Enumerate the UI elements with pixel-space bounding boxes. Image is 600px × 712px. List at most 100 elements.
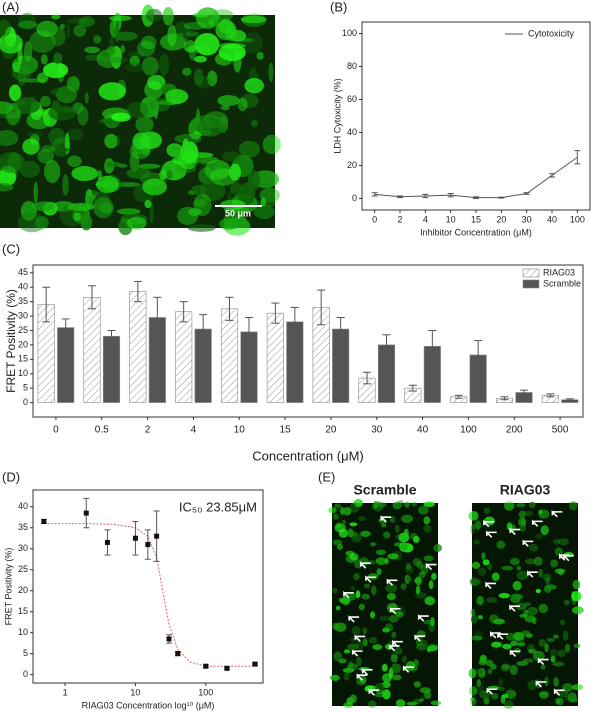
cell xyxy=(491,572,500,581)
x-axis-title: Concentration (μM) xyxy=(252,448,364,463)
cell xyxy=(114,19,120,43)
cell xyxy=(220,104,230,111)
cell xyxy=(93,197,114,219)
cell xyxy=(524,558,537,565)
cell xyxy=(544,676,549,687)
cell xyxy=(493,618,505,625)
bar xyxy=(102,335,121,403)
y-tick-label: 60 xyxy=(347,94,357,104)
cell xyxy=(520,518,526,526)
cell xyxy=(512,580,522,591)
cell xyxy=(80,214,93,231)
cell xyxy=(552,661,565,667)
cell xyxy=(33,181,38,204)
cell xyxy=(96,175,120,194)
cell xyxy=(145,8,163,23)
micrograph xyxy=(0,4,281,236)
panel-label: (D) xyxy=(2,469,20,484)
cell xyxy=(412,558,422,567)
bar xyxy=(175,311,193,403)
y-tick-label: 20 xyxy=(18,339,28,349)
cell xyxy=(343,671,350,681)
cell xyxy=(398,532,410,543)
y-tick-label: 15 xyxy=(18,354,28,364)
cell xyxy=(124,62,146,73)
cell xyxy=(84,46,100,54)
arrow xyxy=(414,634,426,642)
cell xyxy=(73,24,87,37)
y-tick-label: 10 xyxy=(18,627,28,637)
arrow xyxy=(531,519,543,527)
cell xyxy=(516,603,526,610)
cell xyxy=(571,684,584,691)
x-tick-label: 100 xyxy=(570,214,585,224)
cell xyxy=(413,681,421,688)
error-bar xyxy=(498,196,505,199)
arrow xyxy=(351,649,363,657)
arrow xyxy=(348,615,360,623)
error-bar xyxy=(523,192,530,195)
cell xyxy=(48,105,76,121)
cell xyxy=(378,517,387,524)
cell xyxy=(26,111,52,130)
cell xyxy=(251,119,258,128)
error-bar xyxy=(397,195,403,199)
cell xyxy=(491,641,502,648)
x-tick-label: 40 xyxy=(547,214,557,224)
cell xyxy=(13,97,40,115)
x-tick-label: 15 xyxy=(471,214,481,224)
cell xyxy=(120,44,126,54)
y-tick-label: 35 xyxy=(18,522,28,532)
cell xyxy=(98,82,126,101)
legend-label: Scramble xyxy=(543,278,581,288)
cell xyxy=(559,619,565,626)
cell xyxy=(193,55,207,63)
cell xyxy=(418,571,426,579)
cell xyxy=(502,693,509,699)
cell xyxy=(478,659,487,666)
arrow xyxy=(368,688,380,696)
bar xyxy=(220,308,239,403)
cell xyxy=(371,585,377,596)
cell xyxy=(524,510,533,517)
cell xyxy=(558,538,569,546)
cell xyxy=(0,33,23,54)
cell xyxy=(384,623,394,632)
cell xyxy=(501,565,514,571)
cell xyxy=(382,689,391,700)
y-tick-label: 25 xyxy=(18,325,28,335)
x-tick-label: 100 xyxy=(460,425,477,436)
cell xyxy=(185,31,200,37)
error-bar xyxy=(88,285,96,310)
cell xyxy=(0,168,17,187)
cell xyxy=(350,533,362,543)
cell xyxy=(347,661,354,671)
x-tick-label: 2 xyxy=(397,214,402,224)
arrow xyxy=(392,639,403,648)
cell xyxy=(336,544,344,550)
cell xyxy=(333,651,343,662)
cell xyxy=(165,89,189,104)
cell xyxy=(405,563,412,571)
cell xyxy=(497,686,505,691)
cell xyxy=(150,97,171,112)
x-tick-label: 2 xyxy=(145,425,151,436)
error-bar xyxy=(153,296,162,339)
error-bar xyxy=(428,329,437,363)
cell xyxy=(516,565,522,571)
cell xyxy=(0,165,18,184)
cell xyxy=(355,657,362,666)
cell xyxy=(573,643,581,649)
cell xyxy=(538,568,543,578)
cell xyxy=(349,522,358,527)
cell xyxy=(215,19,237,40)
cell xyxy=(415,585,421,595)
cell xyxy=(136,40,156,57)
cell xyxy=(567,692,577,703)
cell xyxy=(332,513,340,520)
error-bar xyxy=(336,316,345,342)
cell xyxy=(17,212,46,233)
arrow xyxy=(361,667,373,676)
cell xyxy=(471,635,483,641)
